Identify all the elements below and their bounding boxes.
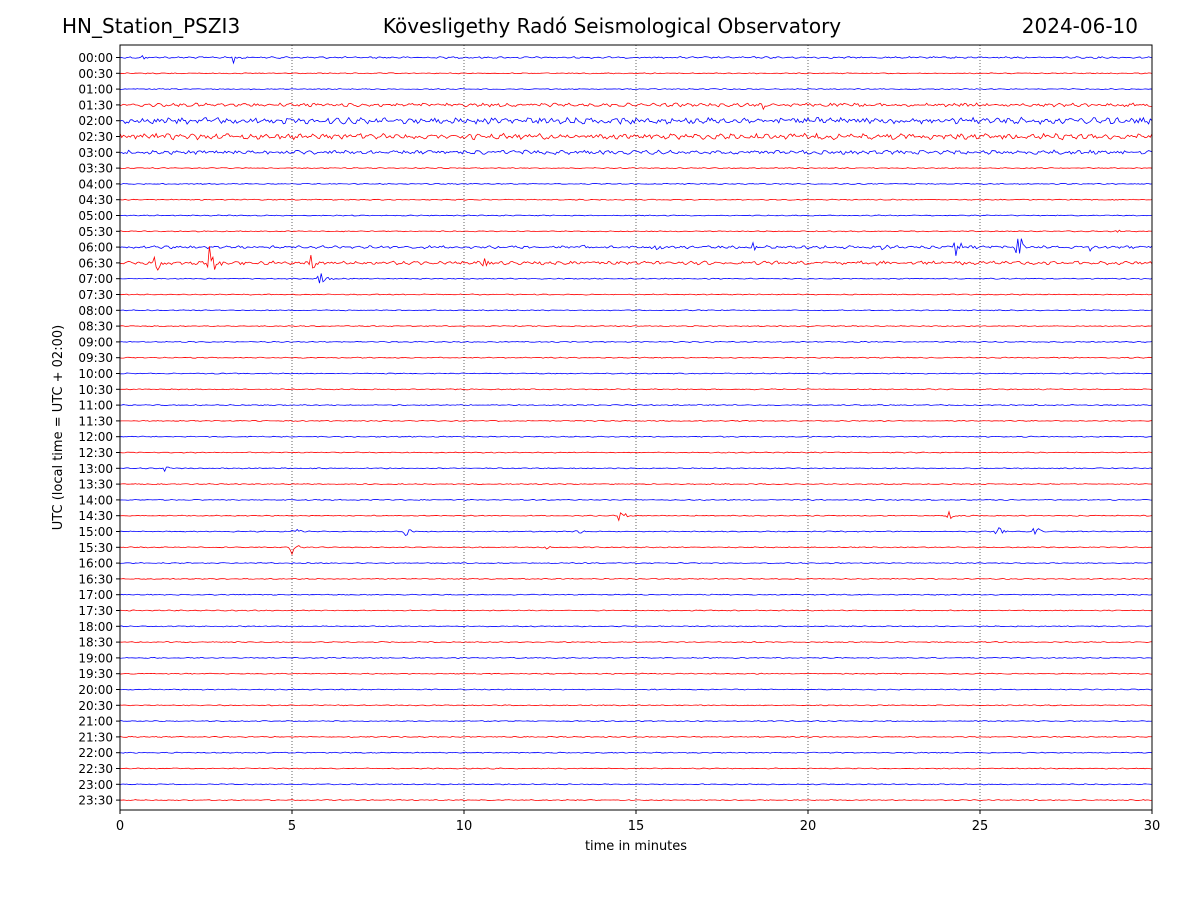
observatory-title: Kövesligethy Radó Seismological Observat… [382, 14, 842, 38]
trace-2130 [119, 735, 1153, 738]
trace-1000 [119, 372, 1153, 375]
y-tick-label: 19:30 [78, 667, 113, 681]
trace-2000 [119, 688, 1153, 691]
y-tick-label: 15:30 [78, 541, 113, 555]
trace-1200 [119, 435, 1153, 438]
x-tick-label: 25 [972, 819, 989, 834]
y-tick-label: 18:00 [78, 620, 113, 634]
date-title: 2024-06-10 [1021, 14, 1138, 38]
y-tick-label: 12:00 [78, 430, 113, 444]
y-tick-label: 05:30 [78, 225, 113, 239]
y-tick-label: 13:30 [78, 478, 113, 492]
x-axis-label: time in minutes [585, 839, 687, 854]
y-tick-label: 07:30 [78, 288, 113, 302]
y-tick-label: 19:00 [78, 651, 113, 665]
trace-layer [119, 55, 1153, 802]
y-tick-label: 10:30 [78, 383, 113, 397]
x-tick-label: 0 [116, 819, 124, 834]
trace-2300 [119, 783, 1153, 786]
trace-1930 [119, 672, 1153, 675]
y-tick-label: 04:30 [78, 193, 113, 207]
y-tick-label: 04:00 [78, 177, 113, 191]
y-tick-label: 02:00 [78, 114, 113, 128]
y-tick-label: 20:30 [78, 699, 113, 713]
station-title: HN_Station_PSZI3 [62, 14, 241, 38]
trace-0700 [119, 273, 1153, 284]
y-tick-label: 18:30 [78, 636, 113, 650]
trace-0430 [119, 198, 1153, 201]
trace-1230 [119, 451, 1153, 454]
y-tick-label: 12:30 [78, 446, 113, 460]
y-tick-label: 16:30 [78, 572, 113, 586]
y-tick-label: 00:00 [78, 51, 113, 65]
trace-1300 [119, 466, 1153, 473]
trace-0000 [119, 55, 1153, 65]
trace-0300 [119, 149, 1153, 156]
y-tick-label: 17:30 [78, 604, 113, 618]
trace-1030 [119, 388, 1153, 391]
y-tick-label: 11:30 [78, 414, 113, 428]
trace-0200 [119, 116, 1153, 125]
trace-1600 [119, 562, 1153, 565]
trace-0830 [119, 325, 1153, 328]
y-tick-label: 03:00 [78, 146, 113, 160]
y-tick-label: 11:00 [78, 399, 113, 413]
y-tick-label: 02:30 [78, 130, 113, 144]
y-tick-label: 06:00 [78, 241, 113, 255]
y-tick-label: 06:30 [78, 256, 113, 270]
y-tick-label: 21:30 [78, 730, 113, 744]
y-tick-label: 23:30 [78, 794, 113, 808]
trace-0500 [119, 214, 1153, 217]
y-tick-label: 08:30 [78, 320, 113, 334]
trace-0600 [119, 238, 1153, 256]
y-tick-label: 09:30 [78, 351, 113, 365]
y-tick-label: 01:30 [78, 98, 113, 112]
y-tick-label: 14:30 [78, 509, 113, 523]
y-tick-label: 01:00 [78, 83, 113, 97]
trace-2330 [119, 799, 1153, 802]
y-tick-label: 07:00 [78, 272, 113, 286]
y-tick-label: 15:00 [78, 525, 113, 539]
x-tick-label: 30 [1144, 819, 1161, 834]
trace-0800 [119, 309, 1153, 312]
x-axis: 0 5 10 15 20 25 30 [116, 810, 1160, 834]
x-tick-label: 5 [288, 819, 296, 834]
x-tick-label: 20 [800, 819, 817, 834]
y-tick-label: 16:00 [78, 557, 113, 571]
y-tick-label: 17:00 [78, 588, 113, 602]
trace-2200 [119, 751, 1153, 754]
y-tick-label: 08:00 [78, 304, 113, 318]
y-tick-label: 05:00 [78, 209, 113, 223]
y-tick-label: 13:00 [78, 462, 113, 476]
y-tick-label: 10:00 [78, 367, 113, 381]
trace-1730 [119, 609, 1153, 612]
x-tick-label: 15 [628, 819, 645, 834]
trace-1530 [119, 545, 1153, 556]
y-tick-label: 22:30 [78, 762, 113, 776]
y-tick-label: 23:00 [78, 778, 113, 792]
y-tick-label: 09:00 [78, 335, 113, 349]
trace-1430 [119, 510, 1153, 522]
y-tick-label: 22:00 [78, 746, 113, 760]
trace-1800 [119, 625, 1153, 628]
y-tick-label: 00:30 [78, 67, 113, 81]
y-axis-label: UTC (local time = UTC + 02:00) [51, 325, 66, 530]
trace-1400 [119, 498, 1153, 501]
y-tick-label: 20:00 [78, 683, 113, 697]
trace-0030 [119, 72, 1153, 75]
grid-layer [291, 45, 981, 810]
trace-0100 [119, 88, 1153, 91]
x-tick-label: 10 [456, 819, 473, 834]
trace-0130 [119, 102, 1153, 111]
y-tick-label: 21:00 [78, 715, 113, 729]
y-tick-label: 14:00 [78, 493, 113, 507]
y-tick-label: 03:30 [78, 162, 113, 176]
